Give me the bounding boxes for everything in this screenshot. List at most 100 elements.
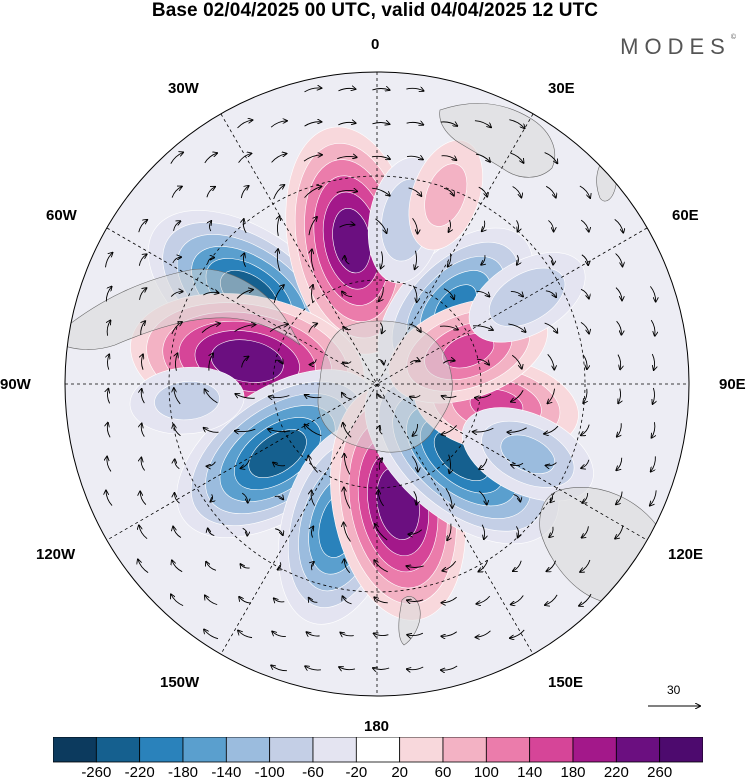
wind-arrow [309,598,318,603]
wind-arrow [580,559,591,572]
wind-arrow [441,596,457,603]
modes-logo: MODES© [620,34,736,60]
wind-arrow [373,668,390,670]
wind-arrow [545,594,558,605]
wind-arrow [241,492,248,503]
colorbar-tick-label: 140 [517,764,543,781]
wind-arrow [652,353,654,370]
wind-arrow [141,389,145,404]
wind-arrow [481,255,485,265]
wind-arrow [546,560,557,572]
wind-arrow [475,393,492,398]
wind-arrow [375,524,388,541]
wind-arrow [343,423,352,438]
colorbar-swatch [95,737,141,763]
wind-arrow [140,491,147,505]
colorbar-tick-label: -260 [81,764,112,781]
new-zealand-land [398,596,421,646]
wind-arrow [236,290,253,299]
wind-arrow [372,88,389,90]
colorbar-swatch [139,737,184,763]
wind-arrow [107,423,111,438]
wind-arrow [243,253,246,267]
wind-arrow [138,254,146,266]
wind-arrow [476,358,489,365]
wind-arrow [206,187,215,198]
wind-arrow [406,122,424,124]
wind-arrow [138,220,147,233]
wind-arrow [443,187,454,195]
wind-arrow [510,629,525,638]
wind-arrow [305,395,322,398]
wind-arrow [338,122,355,126]
wind-arrow [478,186,488,197]
wind-arrow [410,394,421,397]
wind-arrow [615,525,624,538]
wind-arrow [476,630,491,637]
wind-arrow [441,155,457,160]
wind-arrow [344,454,351,475]
wind-arrow [549,526,553,537]
wind-arrow [138,559,149,573]
wind-arrow [579,185,590,198]
wind-arrow [268,429,291,432]
wind-arrow [581,254,588,265]
wind-arrow [270,121,287,128]
lon-label-60w: 60W [46,207,77,224]
wind-arrow [174,424,181,437]
wind-arrow [378,490,384,507]
colorbar [53,737,703,763]
wind-arrow [513,493,521,501]
wind-arrow [408,187,422,196]
wind-arrow [615,287,622,301]
logo-copyright-mark: © [730,34,736,41]
wind-arrow [448,219,450,232]
wind-arrow [339,667,356,670]
wind-arrow [304,122,322,127]
wind-arrow [544,152,558,164]
wind-arrow [207,258,214,263]
wind-arrow [305,424,322,437]
wind-arrow [442,396,457,398]
lon-label-60e: 60E [672,207,699,224]
wind-arrow [550,493,552,503]
wind-arrow [407,600,424,602]
wind-arrow [271,665,287,672]
wind-arrow [381,251,383,268]
wind-arrow [580,288,589,298]
wind-arrow [306,632,320,636]
africa-land [439,103,556,178]
wind-arrow [441,425,457,434]
colorbar-swatch [659,737,703,763]
wind-arrow [445,487,452,508]
wind-arrow [277,249,280,272]
wind-arrow [308,456,318,473]
wind-arrow [582,526,589,537]
wind-arrow [240,186,248,199]
lon-label-0: 0 [371,36,380,53]
wind-arrow [311,490,315,506]
wind-arrow [172,257,181,264]
wind-arrow [614,218,624,232]
wind-arrow [409,323,421,332]
wind-arrow [273,285,284,303]
wind-arrow [311,526,313,538]
wind-arrow [343,361,352,364]
wind-arrow [311,249,315,271]
wind-arrow [651,456,656,471]
wind-arrow [379,426,383,435]
wind-arrow [511,354,522,369]
wind-arrow [269,395,290,397]
wind-arrow [174,388,181,405]
wind-arrow [581,459,590,468]
wind-arrow [478,490,486,505]
colorbar-swatch [399,737,444,763]
wind-arrow [174,493,180,504]
wind-arrow [545,185,556,197]
wind-arrow [205,389,218,404]
wind-arrow [106,490,113,506]
wind-arrow [204,153,217,164]
colorbar-tick-label: 20 [391,764,408,781]
colorbar-tick-label: 100 [473,764,499,781]
wind-arrow [547,388,555,404]
